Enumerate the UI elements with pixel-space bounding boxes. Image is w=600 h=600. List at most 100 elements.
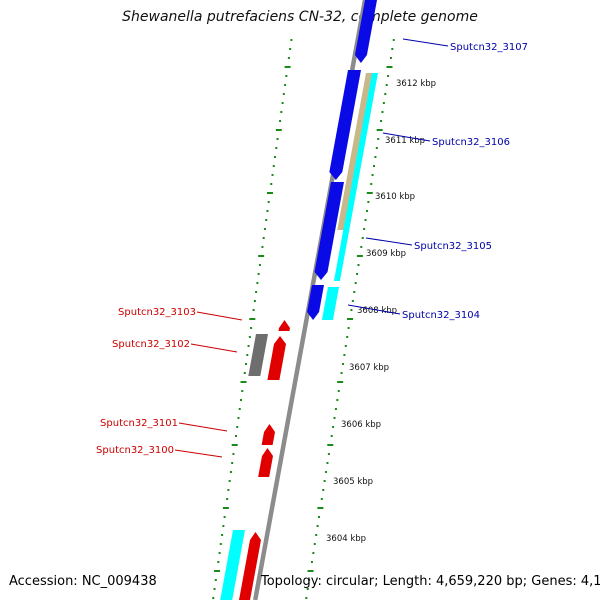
gc-dot xyxy=(384,93,387,95)
gc-dot xyxy=(262,237,265,239)
gc-dot xyxy=(347,327,350,329)
gc-dot xyxy=(320,498,323,500)
gc-dot xyxy=(280,111,283,113)
gc-dot xyxy=(312,552,315,554)
gc-dot xyxy=(276,138,279,140)
cds-forward xyxy=(354,0,377,63)
gc-dot xyxy=(214,579,217,581)
gc-dot xyxy=(212,597,215,599)
gc-dot xyxy=(222,525,225,527)
gc-dot xyxy=(213,588,216,590)
gc-dot xyxy=(326,462,329,464)
gc-dot xyxy=(333,417,336,419)
gc-dot xyxy=(282,93,285,95)
gc-dot xyxy=(375,147,378,149)
gc-dot xyxy=(367,201,370,203)
gc-dot xyxy=(284,84,287,86)
gc-dot xyxy=(308,579,311,581)
map-title: Shewanella putrefaciens CN-32, complete … xyxy=(122,9,478,25)
gc-dot xyxy=(372,165,375,167)
gene-leader-line xyxy=(190,343,238,353)
gene-label-reverse: Sputcn32_3101 xyxy=(100,418,178,429)
gc-dot xyxy=(219,543,222,545)
gc-dot xyxy=(258,264,261,266)
gc-dot xyxy=(310,561,313,563)
gc-dot xyxy=(387,75,390,77)
scale-tick-label: 3607 kbp xyxy=(349,363,389,373)
scale-tick-label: 3604 kbp xyxy=(326,534,366,544)
gc-dot xyxy=(267,201,270,203)
gc-dot xyxy=(322,489,325,491)
gc-dot xyxy=(315,534,318,536)
gc-dot xyxy=(353,291,356,293)
gc-dot xyxy=(246,354,249,356)
scale-ticks: 3612 kbp 3611 kbp 3610 kbp 3609 kbp 3608 kbp… xyxy=(326,79,436,544)
gc-dot xyxy=(357,264,360,266)
scale-tick-label: 3612 kbp xyxy=(396,79,436,89)
gene-leader-line xyxy=(402,38,449,47)
cds-forward xyxy=(314,182,344,280)
cds-reverse xyxy=(267,336,286,380)
gc-dot xyxy=(385,84,388,86)
gc-dot xyxy=(228,480,231,482)
gc-dot xyxy=(336,399,339,401)
gc-dot xyxy=(263,228,266,230)
gc-dot xyxy=(351,300,354,302)
gc-dot xyxy=(337,390,340,392)
gc-dot xyxy=(243,372,246,374)
gc-dot xyxy=(305,597,308,599)
gc-dot xyxy=(227,489,230,491)
gc-dot xyxy=(223,516,226,518)
gene-label-forward: Sputcn32_3104 xyxy=(402,310,480,321)
gc-dot xyxy=(217,561,220,563)
gene-label-forward: Sputcn32_3105 xyxy=(414,241,492,252)
gc-dot xyxy=(341,363,344,365)
gc-dot xyxy=(380,120,383,122)
gc-dot xyxy=(274,156,277,158)
gc-dot xyxy=(316,525,319,527)
gc-dot xyxy=(360,246,363,248)
gc-dot xyxy=(237,417,240,419)
gc-dot xyxy=(253,300,256,302)
gene-label-forward: Sputcn32_3107 xyxy=(450,42,528,53)
gc-dot xyxy=(261,246,264,248)
gc-dot xyxy=(354,282,357,284)
gc-dot xyxy=(344,345,347,347)
gc-dot xyxy=(218,552,221,554)
gc-dot xyxy=(365,210,368,212)
gc-dot xyxy=(377,138,380,140)
scale-tick-label: 3609 kbp xyxy=(366,249,406,259)
gc-dot xyxy=(287,57,290,59)
gc-dot xyxy=(370,183,373,185)
gc-dots-inner xyxy=(305,39,395,599)
gene-leader-line xyxy=(347,304,401,315)
gc-dot xyxy=(238,408,241,410)
gc-dot xyxy=(340,372,343,374)
gc-dot xyxy=(245,363,248,365)
gc-dot xyxy=(318,516,321,518)
gc-dot xyxy=(272,165,275,167)
gc-dot xyxy=(381,111,384,113)
gc-dot xyxy=(323,480,326,482)
gc-dot xyxy=(334,408,337,410)
gc-dot xyxy=(371,174,374,176)
gc-dot xyxy=(279,120,282,122)
gc-dot xyxy=(332,426,335,428)
gene-leader-line xyxy=(196,311,243,321)
gc-dot xyxy=(374,156,377,158)
gc-dot xyxy=(234,435,237,437)
gc-dot xyxy=(327,453,330,455)
feature-other xyxy=(337,73,373,230)
gene-label-forward: Sputcn32_3106 xyxy=(432,137,510,148)
scale-tick-label: 3608 kbp xyxy=(357,306,397,316)
gc-dot xyxy=(265,219,268,221)
gene-leader-line xyxy=(174,449,223,458)
gene-leader-line xyxy=(365,237,413,246)
gc-dot xyxy=(241,390,244,392)
gc-dot xyxy=(257,273,260,275)
gc-dot xyxy=(330,435,333,437)
gc-dot xyxy=(255,291,258,293)
gc-dot xyxy=(392,39,395,41)
gc-dot xyxy=(382,102,385,104)
